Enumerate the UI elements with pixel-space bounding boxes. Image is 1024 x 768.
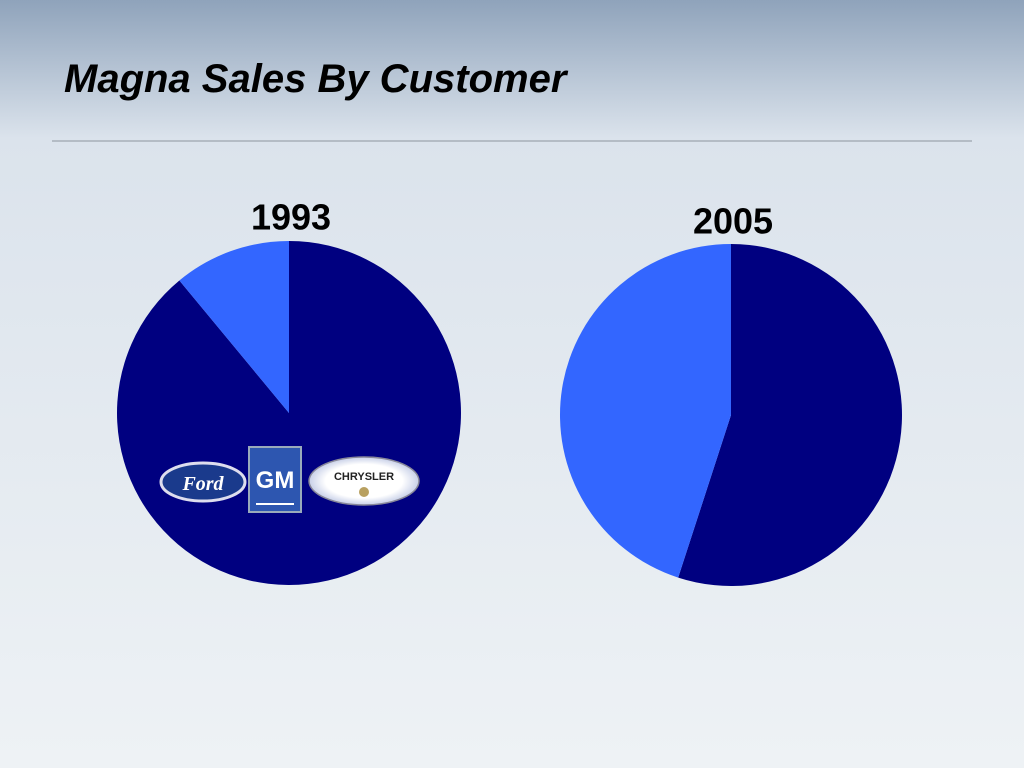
pie-title: 1993 — [251, 197, 331, 238]
pie-title: 2005 — [693, 201, 773, 242]
pie-slice — [179, 241, 289, 413]
ford-logo — [159, 461, 247, 503]
logo-text: GM — [256, 467, 295, 494]
logo-text: CHRYSLER — [334, 471, 394, 483]
chrysler-logo — [308, 456, 420, 506]
chrysler-badge — [359, 487, 369, 497]
gm-logo — [248, 446, 302, 513]
slide-title: Magna Sales By Customer — [64, 57, 569, 101]
logos: Ford GM CHRYSLER — [159, 446, 420, 513]
pie-slice — [560, 244, 731, 578]
pie-slice — [678, 244, 902, 586]
logo-text: Ford — [181, 473, 224, 495]
